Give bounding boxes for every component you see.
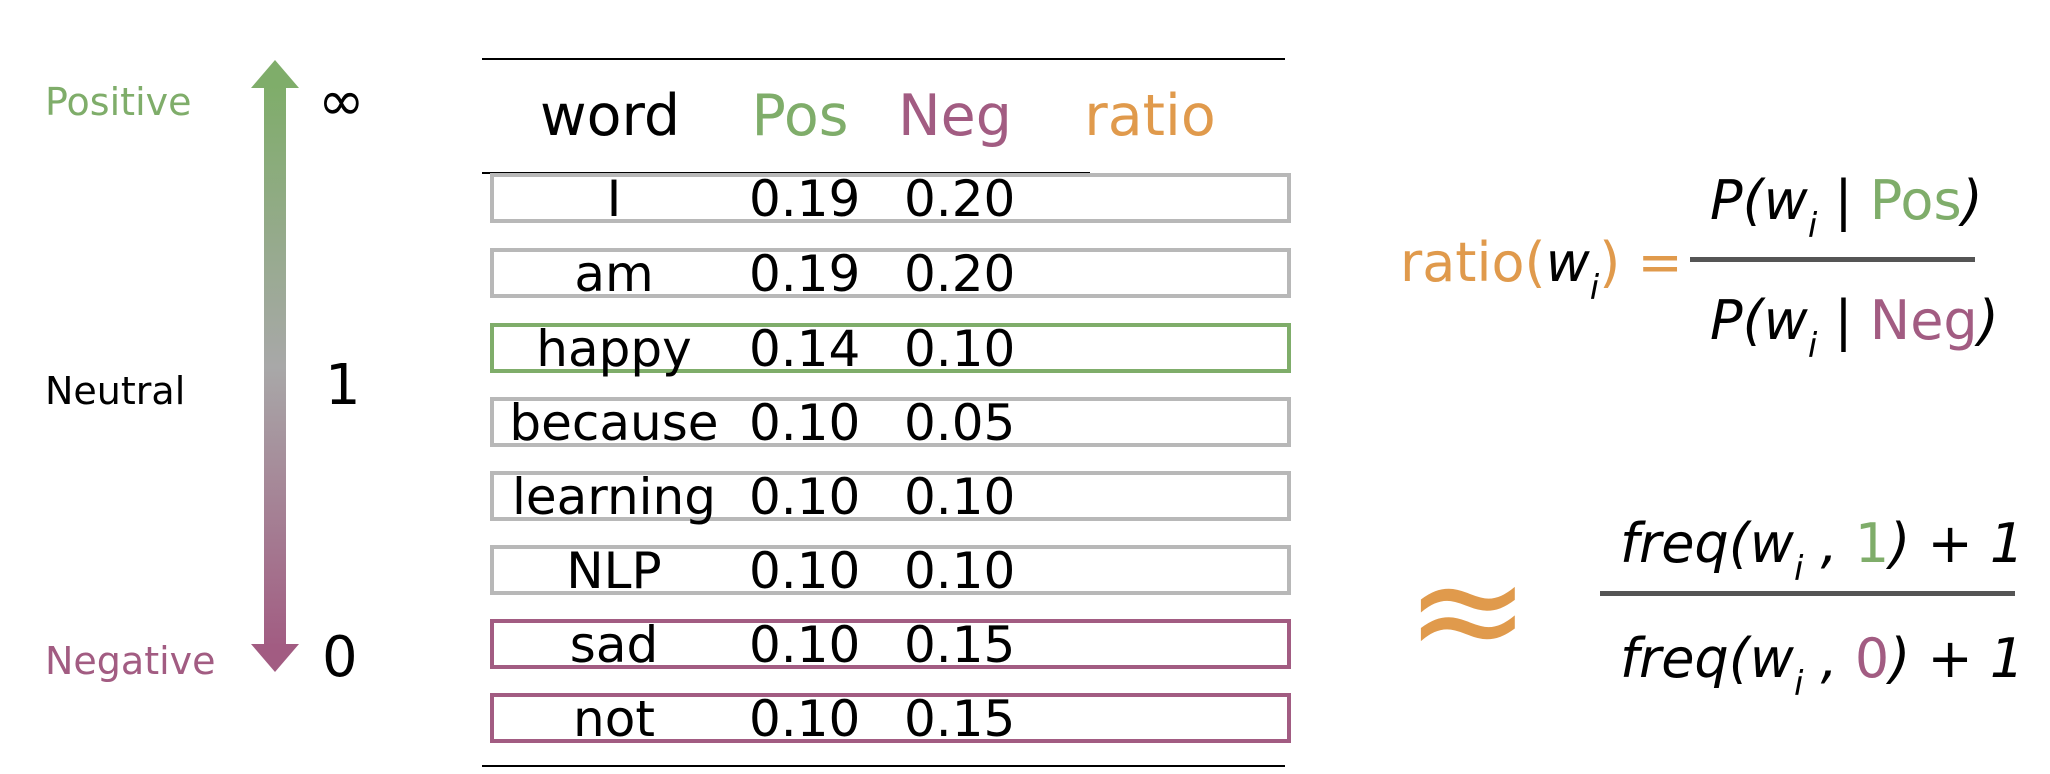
row-neg-value: 0.05 [904,394,1016,452]
gradient-arrow-icon [251,60,299,672]
table-row: am 0.19 0.20 [490,245,1291,303]
row-neg-value: 0.15 [904,690,1016,748]
ratio-denominator: P(wi | Neg) [1710,289,1999,366]
row-neg-value: 0.20 [904,245,1016,303]
table-row: I 0.19 0.20 [490,170,1291,228]
row-neg-value: 0.20 [904,170,1016,228]
ratio-fraction-bar [1690,257,1975,262]
row-pos-value: 0.19 [749,170,861,228]
row-word: because [509,394,719,452]
freq-fraction-bar [1600,591,2015,596]
header-ratio: ratio [1084,83,1216,149]
header-pos: Pos [751,83,849,149]
row-pos-value: 0.10 [749,468,861,526]
infinity-value: ∞ [318,69,365,134]
table-row: because 0.10 0.05 [490,394,1291,452]
negative-label: Negative [45,639,216,683]
freq-numerator: freq(wi , 1) + 1 [1620,512,2025,589]
row-word: happy [536,320,692,378]
ratio-numerator: P(wi | Pos) [1710,169,1983,246]
ratio-lhs: ratio(wi) = [1400,231,1683,308]
freq-denominator: freq(wi , 0) + 1 [1620,627,2025,704]
positive-label: Positive [45,80,192,124]
table-top-rule [482,58,1285,60]
zero-value: 0 [322,625,358,690]
row-word: I [606,170,622,228]
table-row: sad 0.10 0.15 [490,616,1291,674]
row-pos-value: 0.10 [749,542,861,600]
row-pos-value: 0.14 [749,320,861,378]
table-row: not 0.10 0.15 [490,690,1291,748]
header-neg: Neg [898,83,1012,149]
row-word: sad [569,616,659,674]
one-value: 1 [325,353,361,418]
row-neg-value: 0.15 [904,616,1016,674]
table-row: NLP 0.10 0.10 [490,542,1291,600]
row-neg-value: 0.10 [904,320,1016,378]
row-pos-value: 0.10 [749,394,861,452]
table-bottom-rule [482,765,1285,767]
row-pos-value: 0.19 [749,245,861,303]
approx-symbol: ≈ [1405,523,1531,697]
neutral-label: Neutral [45,369,186,413]
row-word: not [573,690,655,748]
row-pos-value: 0.10 [749,690,861,748]
row-word: NLP [566,542,662,600]
table-row: learning 0.10 0.10 [490,468,1291,526]
row-word: learning [512,468,716,526]
row-neg-value: 0.10 [904,542,1016,600]
row-pos-value: 0.10 [749,616,861,674]
row-neg-value: 0.10 [904,468,1016,526]
table-row: happy 0.14 0.10 [490,320,1291,378]
row-word: am [574,245,654,303]
header-word: word [540,83,681,149]
